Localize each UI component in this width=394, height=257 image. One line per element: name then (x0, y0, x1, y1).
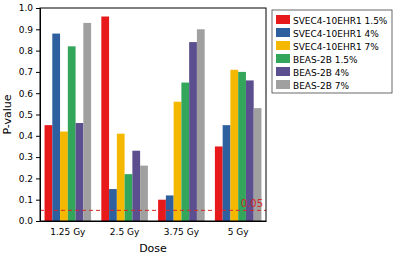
y-tick: 0.1 (19, 195, 40, 205)
bar (52, 34, 60, 221)
legend-swatch (276, 41, 290, 50)
plot-frame (40, 8, 266, 221)
legend-item: BEAS-2B 1.5% (276, 54, 358, 65)
bar (166, 195, 174, 221)
x-tick: 3.75 Gy (164, 221, 200, 237)
legend-item: SVEC4-10EHR1 1.5% (276, 15, 388, 26)
bar (230, 70, 238, 221)
x-tick-label: 3.75 Gy (164, 227, 200, 237)
y-tick-mark (36, 136, 40, 137)
x-tick-label: 2.5 Gy (110, 227, 140, 237)
legend-label: BEAS-2B 1.5% (293, 55, 358, 65)
y-tick: 0.7 (19, 67, 40, 77)
legend: SVEC4-10EHR1 1.5% SVEC4-10EHR1 4% SVEC4-10… (272, 10, 392, 93)
y-tick-label: 0.4 (19, 131, 34, 141)
y-tick-mark (36, 178, 40, 179)
y-tick: 0.0 (19, 216, 40, 226)
y-tick: 0.9 (19, 25, 40, 35)
x-tick: 5 Gy (228, 221, 250, 237)
y-tick: 0.4 (19, 131, 40, 141)
bar (101, 17, 109, 221)
legend-item: BEAS-2B 4% (276, 67, 349, 78)
bar (181, 83, 189, 221)
y-tick-label: 1.0 (19, 3, 34, 13)
y-tick-mark (36, 51, 40, 52)
legend-swatch (276, 67, 290, 76)
bar (45, 125, 53, 221)
x-tick-label: 1.25 Gy (50, 227, 86, 237)
bar (189, 42, 197, 221)
x-axis: 1.25 Gy 2.5 Gy 3.75 Gy 5 Gy (41, 221, 267, 237)
y-tick-mark (36, 8, 40, 9)
y-tick-label: 0.7 (19, 67, 33, 77)
y-tick-label: 0.8 (19, 46, 34, 56)
legend-label: BEAS-2B 4% (293, 68, 349, 78)
plot: 0.05 0.0 0.1 0.2 0.3 0.4 0.5 0.6 0.7 0.8 0.9 1.0 1.2… (19, 3, 267, 236)
x-axis-title: Dose (139, 242, 167, 255)
bar (109, 189, 117, 221)
legend-item: SVEC4-10EHR1 4% (276, 28, 379, 39)
series (45, 17, 223, 221)
bar (174, 102, 182, 221)
y-tick: 1.0 (19, 3, 40, 13)
x-tick-label: 5 Gy (228, 227, 250, 237)
bar (215, 146, 223, 221)
legend-swatch (276, 28, 290, 37)
y-tick-label: 0.5 (19, 110, 33, 120)
x-axis-line (41, 221, 267, 222)
y-tick: 0.6 (19, 89, 40, 99)
y-tick-mark (36, 221, 40, 222)
y-axis-title: P-value (1, 94, 14, 134)
bar (140, 166, 148, 221)
y-axis: 0.0 0.1 0.2 0.3 0.4 0.5 0.6 0.7 0.8 0.9 1.0 (19, 3, 41, 226)
y-tick-label: 0.0 (19, 216, 34, 226)
legend-label: SVEC4-10EHR1 4% (293, 29, 379, 39)
y-tick-mark (36, 200, 40, 201)
bar (197, 29, 205, 221)
legend-item: BEAS-2B 7% (276, 80, 349, 91)
y-tick-mark (36, 72, 40, 73)
bar (223, 125, 231, 221)
series (83, 23, 261, 221)
reference-line (40, 210, 266, 211)
chart: 0.05 0.0 0.1 0.2 0.3 0.4 0.5 0.6 0.7 0.8 0.9 1.0 1.2… (0, 0, 394, 257)
legend-label: BEAS-2B 7% (293, 81, 349, 91)
bar (68, 46, 76, 221)
annotation: 0.05 (241, 198, 263, 209)
y-axis-line (36, 9, 41, 222)
bar (83, 23, 91, 221)
y-tick: 0.8 (19, 46, 40, 56)
y-tick-mark (36, 29, 40, 30)
x-tick: 2.5 Gy (110, 221, 140, 237)
legend-swatch (276, 15, 290, 24)
legend-label: SVEC4-10EHR1 7% (293, 42, 379, 52)
y-tick-mark (36, 115, 40, 116)
y-tick-mark (36, 93, 40, 94)
y-tick-label: 0.1 (19, 195, 33, 205)
y-tick: 0.3 (19, 152, 40, 162)
y-tick-label: 0.9 (19, 25, 34, 35)
legend-swatch (276, 80, 290, 89)
y-tick-mark (36, 157, 40, 158)
y-tick-label: 0.3 (19, 152, 33, 162)
bar (125, 174, 133, 221)
bar (76, 123, 84, 221)
legend-item: SVEC4-10EHR1 7% (276, 41, 379, 52)
bar (117, 134, 125, 221)
y-tick-label: 0.2 (19, 174, 33, 184)
y-tick: 0.5 (19, 110, 40, 120)
series (68, 46, 246, 221)
bars (40, 17, 266, 221)
legend-swatch (276, 54, 290, 63)
x-tick: 1.25 Gy (50, 221, 86, 237)
y-tick-label: 0.6 (19, 89, 34, 99)
legend-label: SVEC4-10EHR1 1.5% (293, 16, 388, 26)
bar (60, 132, 68, 221)
y-tick: 0.2 (19, 174, 40, 184)
legend-frame (272, 10, 392, 93)
series (76, 42, 254, 221)
